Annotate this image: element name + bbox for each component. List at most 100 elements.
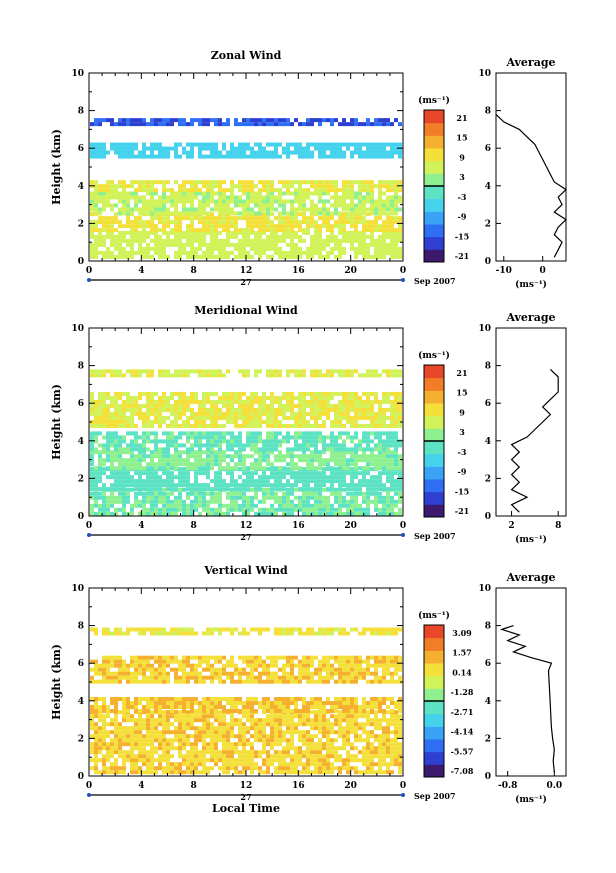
heatmap-cell (314, 466, 318, 471)
heatmap-cell (278, 211, 282, 216)
heatmap-cell (334, 411, 338, 416)
heatmap-cell (150, 479, 154, 484)
heatmap-cell (350, 207, 354, 212)
heatmap-cell (230, 419, 234, 424)
heatmap-cell (270, 369, 274, 374)
heatmap-cell (346, 191, 350, 196)
heatmap-cell (262, 746, 266, 751)
heatmap-cell (190, 750, 194, 755)
heatmap-cell (290, 211, 294, 216)
heatmap-cell (126, 369, 130, 374)
heatmap-cell (114, 714, 118, 719)
heatmap-cell (378, 471, 382, 476)
heatmap-cell (90, 228, 94, 233)
heatmap-cell (254, 435, 258, 440)
heatmap-cell (190, 207, 194, 212)
heatmap-cell (334, 254, 338, 259)
heatmap-cell (186, 770, 190, 775)
heatmap-cell (130, 479, 134, 484)
heatmap-cell (214, 471, 218, 476)
heatmap-cell (162, 487, 166, 492)
heatmap-cell (122, 742, 126, 747)
heatmap-cell (338, 483, 342, 488)
heatmap-cell (262, 454, 266, 459)
heatmap-cell (214, 495, 218, 500)
heatmap-cell (166, 407, 170, 412)
heatmap-cell (210, 254, 214, 259)
heatmap-cell (178, 718, 182, 723)
heatmap-cell (326, 726, 330, 731)
heatmap-cell (202, 211, 206, 216)
heatmap-cell (370, 450, 374, 455)
heatmap-cell (266, 483, 270, 488)
heatmap-cell (142, 511, 146, 516)
heatmap-cell (226, 211, 230, 216)
heatmap-cell (318, 458, 322, 463)
heatmap-cell (290, 184, 294, 189)
heatmap-cell (354, 411, 358, 416)
heatmap-cell (158, 199, 162, 204)
heatmap-cell (110, 395, 114, 400)
heatmap-cell (170, 220, 174, 225)
heatmap-cell (334, 758, 338, 763)
heatmap-cell (126, 142, 130, 147)
heatmap-cell (174, 746, 178, 751)
heatmap-cell (278, 423, 282, 428)
heatmap-cell (230, 458, 234, 463)
heatmap-cell (398, 216, 402, 221)
heatmap-cell (354, 423, 358, 428)
heatmap-cell (214, 150, 218, 155)
heatmap-cell (254, 122, 258, 127)
heatmap-cell (366, 407, 370, 412)
heatmap-cell (278, 395, 282, 400)
heatmap-cell (374, 423, 378, 428)
heatmap-cell (186, 495, 190, 500)
heatmap-cell (234, 234, 238, 239)
heatmap-cell (142, 507, 146, 512)
heatmap-cell (230, 199, 234, 204)
heatmap-cell (298, 722, 302, 727)
heatmap-cell (126, 254, 130, 259)
heatmap-cell (334, 234, 338, 239)
heatmap-cell (378, 758, 382, 763)
heatmap-cell (94, 242, 98, 247)
heatmap-cell (326, 750, 330, 755)
heatmap-cell (242, 203, 246, 208)
heatmap-cell (398, 220, 402, 225)
heatmap-cell (310, 487, 314, 492)
heatmap-cell (222, 750, 226, 755)
heatmap-cell (370, 499, 374, 504)
heatmap-cell (366, 180, 370, 185)
heatmap-cell (318, 207, 322, 212)
heatmap-cell (254, 738, 258, 743)
heatmap-cell (122, 462, 126, 467)
heatmap-cell (190, 191, 194, 196)
heatmap-cell (106, 228, 110, 233)
heatmap-cell (318, 439, 322, 444)
heatmap-cell (138, 758, 142, 763)
heatmap-cell (130, 184, 134, 189)
heatmap-cell (278, 754, 282, 759)
heatmap-cell (98, 242, 102, 247)
heatmap-cell (186, 407, 190, 412)
heatmap-cell (210, 439, 214, 444)
heatmap-cell (310, 750, 314, 755)
heatmap-cell (198, 154, 202, 159)
heatmap-cell (202, 203, 206, 208)
heatmap-cell (154, 439, 158, 444)
heatmap-cell (390, 450, 394, 455)
heatmap-cell (206, 220, 210, 225)
heatmap-cell (314, 395, 318, 400)
heatmap-cell (294, 242, 298, 247)
heatmap-cell (322, 207, 326, 212)
heatmap-cell (218, 369, 222, 374)
heatmap-cell (182, 503, 186, 508)
heatmap-cell (214, 718, 218, 723)
heatmap-cell (266, 467, 270, 472)
heatmap-cell (346, 184, 350, 189)
heatmap-cell (158, 203, 162, 208)
heatmap-cell (170, 471, 174, 476)
heatmap-cell (170, 431, 174, 436)
heatmap-cell (214, 742, 218, 747)
heatmap-cell (194, 142, 198, 147)
